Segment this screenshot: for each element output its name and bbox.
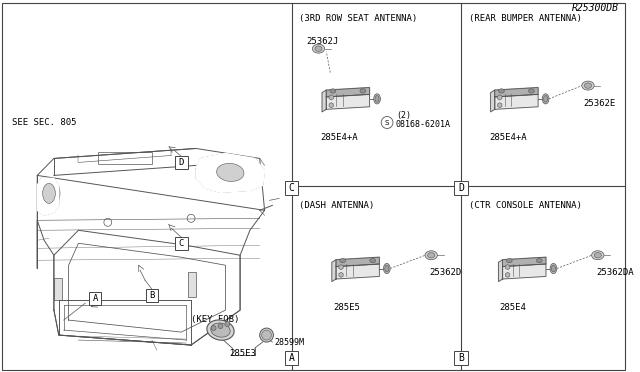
Polygon shape — [499, 260, 502, 282]
Polygon shape — [322, 90, 326, 112]
Polygon shape — [336, 264, 380, 279]
Text: 285E4+A: 285E4+A — [321, 134, 358, 142]
Text: R25300DB: R25300DB — [572, 3, 620, 13]
Ellipse shape — [360, 89, 366, 93]
Ellipse shape — [506, 259, 512, 263]
Ellipse shape — [38, 179, 60, 208]
Polygon shape — [326, 94, 369, 109]
Circle shape — [218, 324, 223, 328]
Ellipse shape — [543, 96, 548, 102]
Bar — [145, 289, 158, 302]
Text: 285E4: 285E4 — [500, 303, 527, 312]
Ellipse shape — [595, 253, 602, 258]
Ellipse shape — [542, 94, 549, 104]
Text: D: D — [458, 183, 464, 193]
Ellipse shape — [43, 183, 56, 203]
Ellipse shape — [260, 328, 273, 342]
Text: (3RD ROW SEAT ANTENNA): (3RD ROW SEAT ANTENNA) — [300, 14, 418, 23]
Text: 285E3: 285E3 — [230, 349, 257, 358]
Ellipse shape — [207, 320, 234, 340]
Ellipse shape — [330, 89, 336, 93]
Ellipse shape — [536, 259, 542, 263]
Polygon shape — [502, 257, 546, 266]
Text: 285E4+A: 285E4+A — [489, 134, 527, 142]
Polygon shape — [336, 257, 380, 266]
Text: 285E5: 285E5 — [333, 303, 360, 312]
Ellipse shape — [529, 89, 534, 93]
Text: A: A — [92, 294, 98, 303]
Text: 28599M: 28599M — [275, 337, 305, 347]
Ellipse shape — [428, 253, 435, 258]
Ellipse shape — [385, 265, 389, 272]
Ellipse shape — [550, 263, 557, 273]
Text: B: B — [458, 353, 464, 363]
Ellipse shape — [262, 330, 271, 340]
Ellipse shape — [312, 44, 324, 53]
Text: 25362J: 25362J — [307, 37, 339, 46]
Ellipse shape — [383, 263, 390, 273]
Ellipse shape — [425, 251, 437, 260]
Ellipse shape — [582, 81, 594, 90]
Text: 25362DA: 25362DA — [596, 268, 634, 277]
Ellipse shape — [584, 83, 591, 88]
Text: C: C — [289, 183, 294, 193]
Polygon shape — [326, 87, 369, 97]
Ellipse shape — [374, 94, 380, 104]
Text: (DASH ANTENNA): (DASH ANTENNA) — [300, 201, 375, 210]
Text: C: C — [179, 239, 184, 248]
Text: 25362D: 25362D — [429, 268, 461, 277]
Text: SEE SEC. 805: SEE SEC. 805 — [12, 118, 76, 127]
Polygon shape — [495, 87, 538, 97]
Ellipse shape — [315, 46, 322, 51]
Text: 08168-6201A: 08168-6201A — [396, 120, 451, 129]
Polygon shape — [495, 94, 538, 109]
Ellipse shape — [216, 163, 244, 182]
Text: D: D — [179, 158, 184, 167]
Text: (CTR CONSOLE ANTENNA): (CTR CONSOLE ANTENNA) — [469, 201, 582, 210]
Circle shape — [211, 326, 216, 331]
Bar — [175, 156, 188, 169]
Polygon shape — [332, 260, 336, 282]
Text: S: S — [385, 119, 389, 125]
Bar — [285, 182, 298, 195]
Ellipse shape — [340, 259, 346, 263]
Bar — [454, 182, 468, 195]
Polygon shape — [196, 153, 264, 192]
Text: (REAR BUMPER ANTENNA): (REAR BUMPER ANTENNA) — [469, 14, 582, 23]
Bar — [89, 292, 101, 305]
Ellipse shape — [370, 259, 376, 263]
Bar — [54, 278, 61, 300]
Text: A: A — [289, 353, 294, 363]
Text: (KEY FOB): (KEY FOB) — [191, 315, 240, 324]
Polygon shape — [37, 179, 59, 215]
Polygon shape — [502, 264, 546, 279]
Bar — [285, 351, 298, 365]
Ellipse shape — [499, 89, 504, 93]
Circle shape — [225, 322, 230, 327]
Bar — [188, 272, 196, 297]
Bar — [175, 237, 188, 250]
Ellipse shape — [210, 158, 251, 186]
Text: B: B — [149, 291, 155, 300]
Bar — [454, 351, 468, 365]
Ellipse shape — [551, 265, 556, 272]
Text: 25362E: 25362E — [583, 99, 615, 108]
Ellipse shape — [211, 323, 230, 337]
Bar — [98, 153, 152, 164]
Text: (2): (2) — [396, 111, 411, 120]
Ellipse shape — [591, 251, 604, 260]
Ellipse shape — [375, 96, 379, 102]
Polygon shape — [491, 90, 495, 112]
